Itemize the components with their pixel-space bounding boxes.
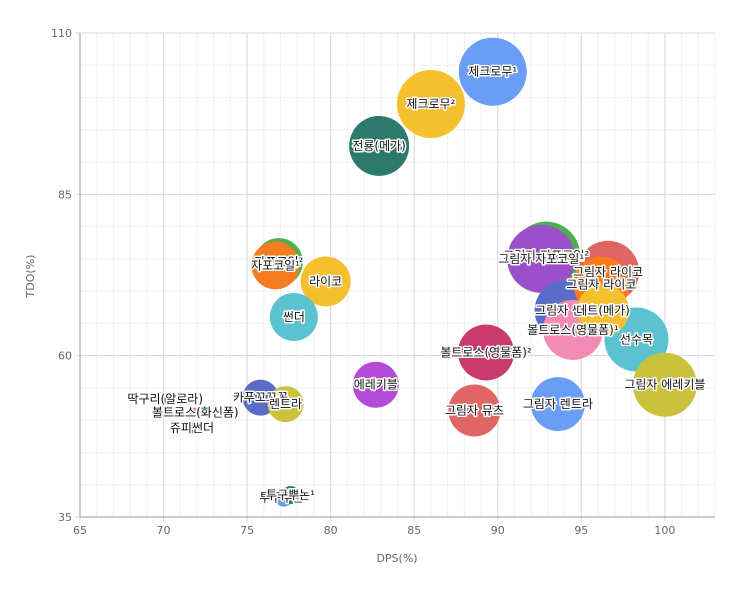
y-tick-label: 110: [51, 27, 72, 40]
bubble-0[interactable]: [458, 37, 527, 106]
bubble-label-23: 볼트로스(영물폼)²: [440, 345, 532, 359]
bubble-label-0: 제크로무¹: [468, 65, 517, 79]
y-tick-label: 85: [58, 188, 72, 201]
bubble-label-11: 볼트로스(화신폼): [152, 405, 239, 419]
x-tick-label: 85: [407, 524, 421, 537]
bubble-label-24: 그림자 에레키블: [624, 378, 705, 392]
x-tick-label: 100: [654, 524, 675, 537]
bubble-label-12: 쥬피썬더: [170, 421, 214, 435]
bubble-label-18: 그림자 라이코: [566, 278, 636, 292]
x-tick-label: 90: [491, 524, 505, 537]
bubble-16[interactable]: [507, 224, 576, 293]
bubble-20[interactable]: [577, 284, 630, 337]
bubble-label-3: 자포코일²: [254, 255, 303, 269]
bubble-23[interactable]: [458, 324, 515, 381]
bubble-14[interactable]: [281, 486, 300, 505]
x-tick-label: 65: [73, 524, 87, 537]
bubble-10[interactable]: [160, 393, 171, 404]
bubble-5[interactable]: [300, 256, 351, 307]
bubble-label-5: 라이코: [309, 274, 342, 288]
bubble-9[interactable]: [267, 386, 304, 423]
bubble-label-10: 딱구리(알로라): [127, 392, 203, 406]
bubble-label-25: 그림자 렌트라: [523, 397, 593, 411]
y-tick-label: 60: [58, 350, 72, 363]
bubbles: [160, 37, 697, 507]
bubble-2[interactable]: [349, 115, 410, 176]
bubble-label-2: 전룡(메가): [352, 139, 406, 153]
bubble-label-20: 데트(메가): [576, 303, 630, 317]
bubble-label-16: 그림자 자포코일¹: [498, 252, 584, 266]
bubble-7[interactable]: [352, 361, 399, 408]
x-tick-label: 70: [157, 524, 171, 537]
bubble-25[interactable]: [530, 377, 585, 432]
bubble-4[interactable]: [251, 241, 300, 290]
bubble-26[interactable]: [448, 384, 501, 437]
bubble-label-8: 카푸꼬꼬꼭: [233, 391, 288, 405]
bubble-label-14: 투구뿌논¹: [266, 488, 315, 502]
x-tick-label: 80: [324, 524, 338, 537]
bubble-label-17: 그림자 라이코: [573, 265, 643, 279]
bubble-label-19: 그림자 썬더: [535, 303, 594, 317]
x-axis-title: DPS(%): [376, 552, 417, 565]
y-tick-label: 35: [58, 511, 72, 524]
bubble-6[interactable]: [269, 292, 318, 341]
bubble-label-26: 그림자 뮤츠: [445, 404, 504, 418]
bubble-label-1: 제크로무²: [406, 97, 455, 111]
bubble-24[interactable]: [632, 352, 697, 417]
bubble-label-4: 자포코일¹: [251, 258, 300, 272]
bubble-11[interactable]: [190, 407, 201, 418]
x-tick-label: 75: [240, 524, 254, 537]
axes: 65 70 75 80 85 90 95 100 35 60 85 110: [51, 27, 715, 537]
bubble-12[interactable]: [186, 422, 197, 433]
bubble-label-22: 선수목: [620, 333, 653, 347]
bubble-label-21: 볼트로스(영물폼)¹: [527, 323, 619, 337]
bubble-label-7: 에레키블: [354, 378, 398, 392]
bubble-label-15: 그림자 자포코일²: [503, 249, 589, 263]
bubble-label-13: 투구뿌논²: [259, 491, 308, 505]
bubble-label-6: 썬더: [283, 310, 305, 324]
bubble-label-9: 렌트라: [269, 397, 302, 411]
x-tick-label: 95: [574, 524, 588, 537]
y-axis-title: TDO(%): [24, 255, 37, 299]
bubble-1[interactable]: [396, 69, 465, 138]
